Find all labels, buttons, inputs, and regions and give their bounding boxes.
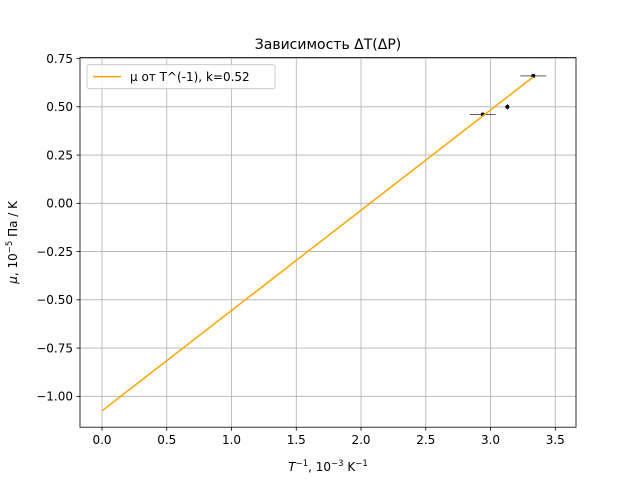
x-axis-title-unit-exp: −1	[355, 459, 368, 469]
grid	[80, 57, 576, 428]
legend-label: μ от T^(-1), k=0.52	[130, 70, 250, 84]
fit-line	[101, 76, 534, 412]
x-tick-label: 1.0	[222, 433, 241, 447]
y-axis-title: μ, 10−5 Па / K	[5, 200, 20, 285]
series-layer	[101, 73, 547, 412]
y-tick-label: 0.00	[46, 197, 73, 211]
x-axis-title-scale: , 10	[308, 460, 331, 474]
y-tick-label: 0.75	[46, 52, 73, 66]
y-tick-label: 0.25	[46, 148, 73, 162]
x-tick-label: 0.0	[92, 433, 111, 447]
legend: μ от T^(-1), k=0.52	[86, 64, 276, 90]
plot-area	[80, 57, 576, 428]
plot-frame	[79, 57, 577, 428]
x-axis-title: T−1, 10−3 K−1	[288, 459, 368, 474]
x-tick-label: 2.0	[351, 433, 370, 447]
y-axis-title-unit: Па / K	[6, 200, 20, 241]
ticks: 0.0 0.5 1.0 1.5 2.0 2.5 3.0 3.5 0.75 0.50 0.25 0.00…	[36, 52, 565, 447]
y-tick-label: −0.50	[36, 293, 73, 307]
x-tick-label: 0.5	[157, 433, 176, 447]
y-axis-title-scale: , 10	[6, 253, 20, 276]
legend-box	[86, 64, 276, 90]
x-tick-label: 2.5	[416, 433, 435, 447]
y-tick-label: −0.25	[36, 245, 73, 259]
x-tick-label: 3.0	[481, 433, 500, 447]
x-axis-title-symbol: T	[288, 460, 297, 474]
x-axis-title-symbol-exp: −1	[296, 459, 309, 469]
y-tick-label: −1.00	[36, 390, 73, 404]
y-axis-title-scale-exp: −5	[5, 241, 15, 254]
chart-title: Зависимость ΔT(ΔP)	[255, 37, 401, 53]
x-tick-label: 3.5	[546, 433, 565, 447]
data-point	[505, 103, 510, 110]
y-tick-label: −0.75	[36, 341, 73, 355]
y-axis-title-symbol: μ	[6, 276, 20, 285]
x-axis-title-unit: K	[344, 460, 357, 474]
y-tick-label: 0.50	[46, 100, 73, 114]
point-marker	[505, 104, 510, 109]
x-tick-label: 1.5	[287, 433, 306, 447]
x-axis-title-scale-exp: −3	[331, 459, 344, 469]
